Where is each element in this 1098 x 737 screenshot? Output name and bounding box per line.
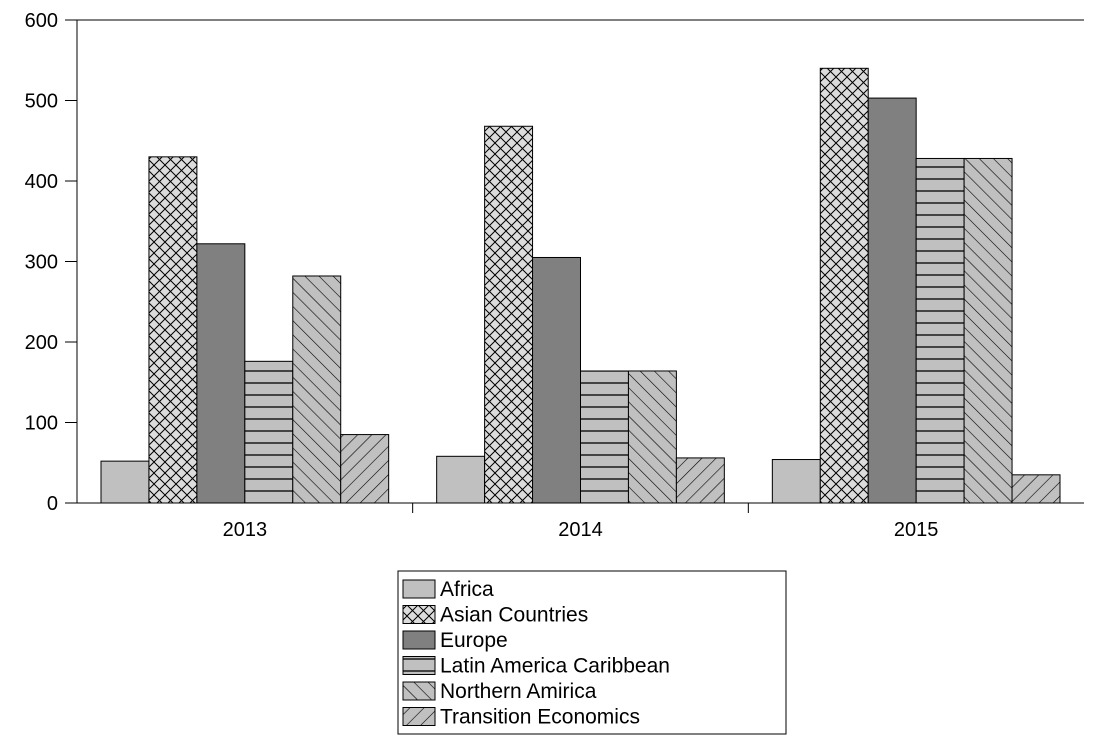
x-tick-label: 2013 xyxy=(223,519,268,541)
bar-europe-2013 xyxy=(196,243,246,504)
bar-asian-countries-2015 xyxy=(819,67,869,504)
y-tick-label: 200 xyxy=(25,332,58,354)
bar-latin-america-caribbean-2014 xyxy=(580,370,629,504)
bar-africa-2014 xyxy=(436,455,486,504)
legend-label: Europe xyxy=(440,629,508,652)
y-tick-label: 100 xyxy=(25,413,58,435)
y-tick-label: 600 xyxy=(25,10,58,32)
legend-label: Transition Economics xyxy=(440,706,640,729)
bar-europe-2014 xyxy=(532,256,581,504)
legend-label: Latin America Caribbean xyxy=(440,655,670,678)
x-tick-label: 2014 xyxy=(558,519,603,541)
legend-swatch xyxy=(402,630,436,650)
bar-latin-america-caribbean-2015 xyxy=(915,157,965,504)
legend-swatch xyxy=(402,605,436,624)
bar-asian-countries-2013 xyxy=(148,156,198,504)
bar-latin-america-caribbean-2013 xyxy=(244,360,294,504)
legend-swatch xyxy=(402,656,436,675)
legend-swatch xyxy=(402,579,436,599)
legend-label: Africa xyxy=(440,578,494,601)
bar-europe-2015 xyxy=(867,97,917,504)
bar-northern-amirica-2013 xyxy=(292,275,342,504)
legend-swatch xyxy=(402,707,436,726)
bar-transition-economics-2014 xyxy=(675,457,725,504)
legend-box xyxy=(397,570,787,735)
bar-africa-2013 xyxy=(100,460,150,504)
bar-transition-economics-2015 xyxy=(1011,474,1061,504)
legend-label: Asian Countries xyxy=(440,604,588,627)
y-tick-label: 400 xyxy=(25,171,58,193)
y-tick-label: 300 xyxy=(25,252,58,274)
bars-group xyxy=(100,67,1061,504)
legend-label: Northern Amirica xyxy=(440,680,597,703)
bar-asian-countries-2014 xyxy=(484,125,534,504)
bar-africa-2015 xyxy=(771,459,821,504)
legend-swatch xyxy=(402,681,436,701)
bar-transition-economics-2013 xyxy=(340,434,390,504)
x-tick-label: 2015 xyxy=(894,519,939,541)
y-tick-label: 500 xyxy=(25,91,58,113)
y-axis-ticks: 0 100 200 300 400 500 600 xyxy=(25,10,77,515)
bar-northern-amirica-2014 xyxy=(627,370,677,504)
y-tick-label: 0 xyxy=(47,493,58,515)
x-axis-ticks: 2013 2014 2015 xyxy=(223,503,939,541)
bar-northern-amirica-2015 xyxy=(963,157,1013,504)
